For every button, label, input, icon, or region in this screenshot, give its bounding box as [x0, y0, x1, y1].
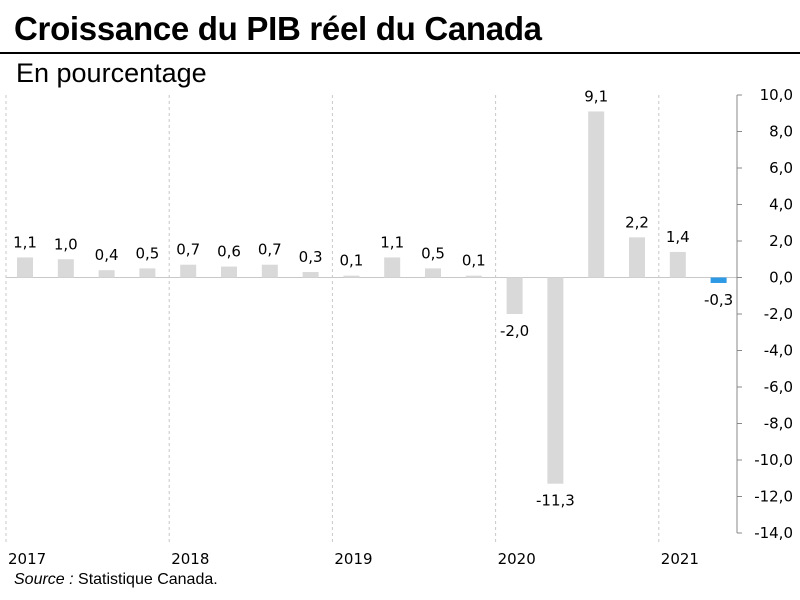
- data-label-2017T2: 1,0: [54, 235, 78, 253]
- y-tick-label: -14,0: [754, 524, 793, 542]
- title-rule: [0, 52, 800, 54]
- data-label-2020T2: -11,3: [536, 492, 575, 510]
- y-tick-label: -10,0: [754, 451, 793, 469]
- bar-2021T2: [710, 277, 727, 283]
- y-tick-label: -2,0: [764, 305, 793, 323]
- bar-2018T1: [180, 264, 197, 278]
- data-label-2020T1: -2,0: [500, 322, 529, 340]
- bar-2019T2: [384, 257, 401, 278]
- bar-2019T1: [343, 275, 360, 278]
- bar-2017T3: [98, 270, 115, 278]
- bar-2020T1: [506, 277, 523, 314]
- year-label-2021: 2021: [661, 550, 699, 568]
- data-label-2021T1: 1,4: [666, 228, 690, 246]
- source-note: Source : Statistique Canada.: [14, 571, 218, 589]
- data-label-2020T4: 2,2: [625, 213, 649, 231]
- y-tick-label: -6,0: [764, 378, 793, 396]
- year-label-2020: 2020: [498, 550, 536, 568]
- data-label-2019T3: 0,5: [421, 244, 445, 262]
- y-tick-label: 2,0: [769, 232, 793, 250]
- y-tick-label: 0,0: [769, 269, 793, 287]
- bar-2020T2: [547, 277, 564, 484]
- y-tick-label: 10,0: [760, 86, 793, 104]
- chart-subtitle: En pourcentage: [16, 58, 207, 88]
- data-label-2018T4: 0,3: [299, 248, 323, 266]
- y-tick-label: 8,0: [769, 123, 793, 141]
- bar-2019T3: [425, 268, 441, 278]
- bar-2018T4: [302, 272, 319, 278]
- bar-2020T4: [629, 237, 645, 278]
- year-label-2017: 2017: [8, 550, 46, 568]
- data-label-2017T3: 0,4: [95, 246, 119, 264]
- y-tick-label: 4,0: [769, 196, 793, 214]
- data-labels: 1,1 1,0 0,4 0,5 0,7 0,6 0,7 0,3 0,1 1,1 0,5 0,1 -2,0…: [13, 87, 733, 509]
- y-tick-label: 6,0: [769, 159, 793, 177]
- data-label-2018T1: 0,7: [176, 241, 200, 259]
- bars: [17, 111, 727, 484]
- y-axis: 10,0 8,0 6,0 4,0 2,0 0,0 -2,0 -4,0 -6,0 -8,0 -10,0…: [736, 86, 793, 542]
- x-axis-year-labels: 2017 2018 2019 2020 2021: [8, 550, 699, 568]
- bar-2020T3: [588, 111, 605, 278]
- year-label-2019: 2019: [334, 550, 372, 568]
- bar-2018T2: [221, 266, 237, 278]
- bar-2018T3: [261, 264, 278, 278]
- source-text: Statistique Canada.: [73, 571, 218, 588]
- y-tick-label: -12,0: [754, 488, 793, 506]
- bar-2017T2: [57, 259, 74, 278]
- data-label-2019T1: 0,1: [339, 252, 363, 270]
- y-tick-label: -4,0: [764, 342, 793, 360]
- data-label-2018T3: 0,7: [258, 241, 282, 259]
- data-label-2021T2: -0,3: [704, 291, 733, 309]
- chart-title: Croissance du PIB réel du Canada: [14, 10, 542, 47]
- data-label-2019T2: 1,1: [380, 233, 404, 251]
- bar-2019T4: [465, 275, 482, 278]
- data-label-2018T2: 0,6: [217, 243, 241, 261]
- data-label-2020T3: 9,1: [584, 87, 608, 105]
- source-prefix: Source :: [14, 571, 74, 588]
- bar-2021T1: [669, 251, 686, 278]
- y-tick-label: -8,0: [764, 415, 793, 433]
- data-label-2019T4: 0,1: [462, 252, 486, 270]
- data-label-2017T4: 0,5: [135, 244, 159, 262]
- data-label-2017T1: 1,1: [13, 233, 37, 251]
- year-label-2018: 2018: [171, 550, 209, 568]
- grid-lines: [5, 95, 737, 543]
- bar-2017T1: [17, 257, 33, 278]
- bar-2017T4: [139, 268, 156, 278]
